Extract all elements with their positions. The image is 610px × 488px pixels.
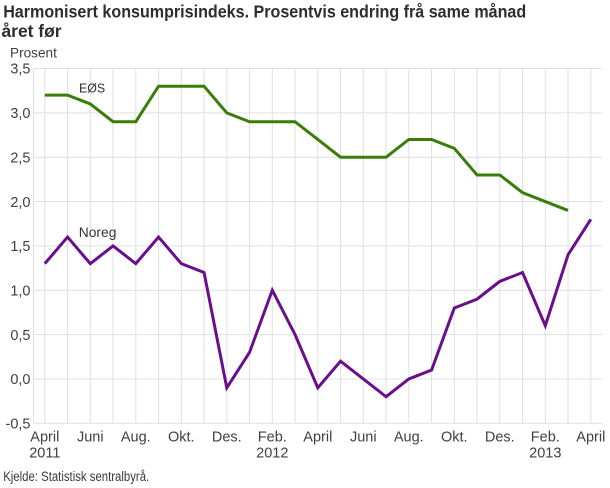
svg-text:året før: året før bbox=[2, 21, 62, 41]
svg-text:0,0: 0,0 bbox=[10, 372, 30, 388]
svg-text:2011: 2011 bbox=[29, 446, 60, 462]
svg-text:Feb.: Feb. bbox=[531, 430, 560, 446]
svg-text:Des.: Des. bbox=[212, 430, 242, 446]
svg-text:0,5: 0,5 bbox=[10, 328, 30, 344]
svg-text:Des.: Des. bbox=[485, 430, 515, 446]
svg-text:Okt.: Okt. bbox=[441, 430, 468, 446]
svg-text:Juni: Juni bbox=[350, 430, 377, 446]
svg-text:3,0: 3,0 bbox=[10, 106, 30, 122]
svg-text:April: April bbox=[303, 430, 332, 446]
svg-text:Aug.: Aug. bbox=[121, 430, 151, 446]
svg-text:April: April bbox=[30, 430, 59, 446]
svg-text:2,5: 2,5 bbox=[10, 150, 30, 166]
svg-text:Kjelde: Statistisk sentralbyrå: Kjelde: Statistisk sentralbyrå. bbox=[3, 469, 149, 484]
svg-text:2012: 2012 bbox=[256, 446, 288, 462]
svg-text:1,0: 1,0 bbox=[10, 283, 30, 299]
svg-text:2,0: 2,0 bbox=[10, 195, 30, 211]
svg-text:Feb.: Feb. bbox=[258, 430, 287, 446]
svg-text:3,5: 3,5 bbox=[10, 62, 30, 78]
svg-text:2013: 2013 bbox=[529, 446, 561, 462]
svg-text:Noreg: Noreg bbox=[79, 225, 117, 240]
svg-text:-0,5: -0,5 bbox=[6, 417, 31, 433]
svg-text:April: April bbox=[576, 430, 605, 446]
svg-text:Harmonisert konsumprisindeks.: Harmonisert konsumprisindeks. Prosentvis… bbox=[3, 2, 526, 22]
svg-text:Juni: Juni bbox=[77, 430, 104, 446]
svg-text:1,5: 1,5 bbox=[10, 239, 30, 255]
svg-text:Prosent: Prosent bbox=[10, 46, 57, 61]
svg-text:Okt.: Okt. bbox=[168, 430, 195, 446]
svg-text:Aug.: Aug. bbox=[394, 430, 424, 446]
svg-text:EØS: EØS bbox=[79, 81, 105, 96]
